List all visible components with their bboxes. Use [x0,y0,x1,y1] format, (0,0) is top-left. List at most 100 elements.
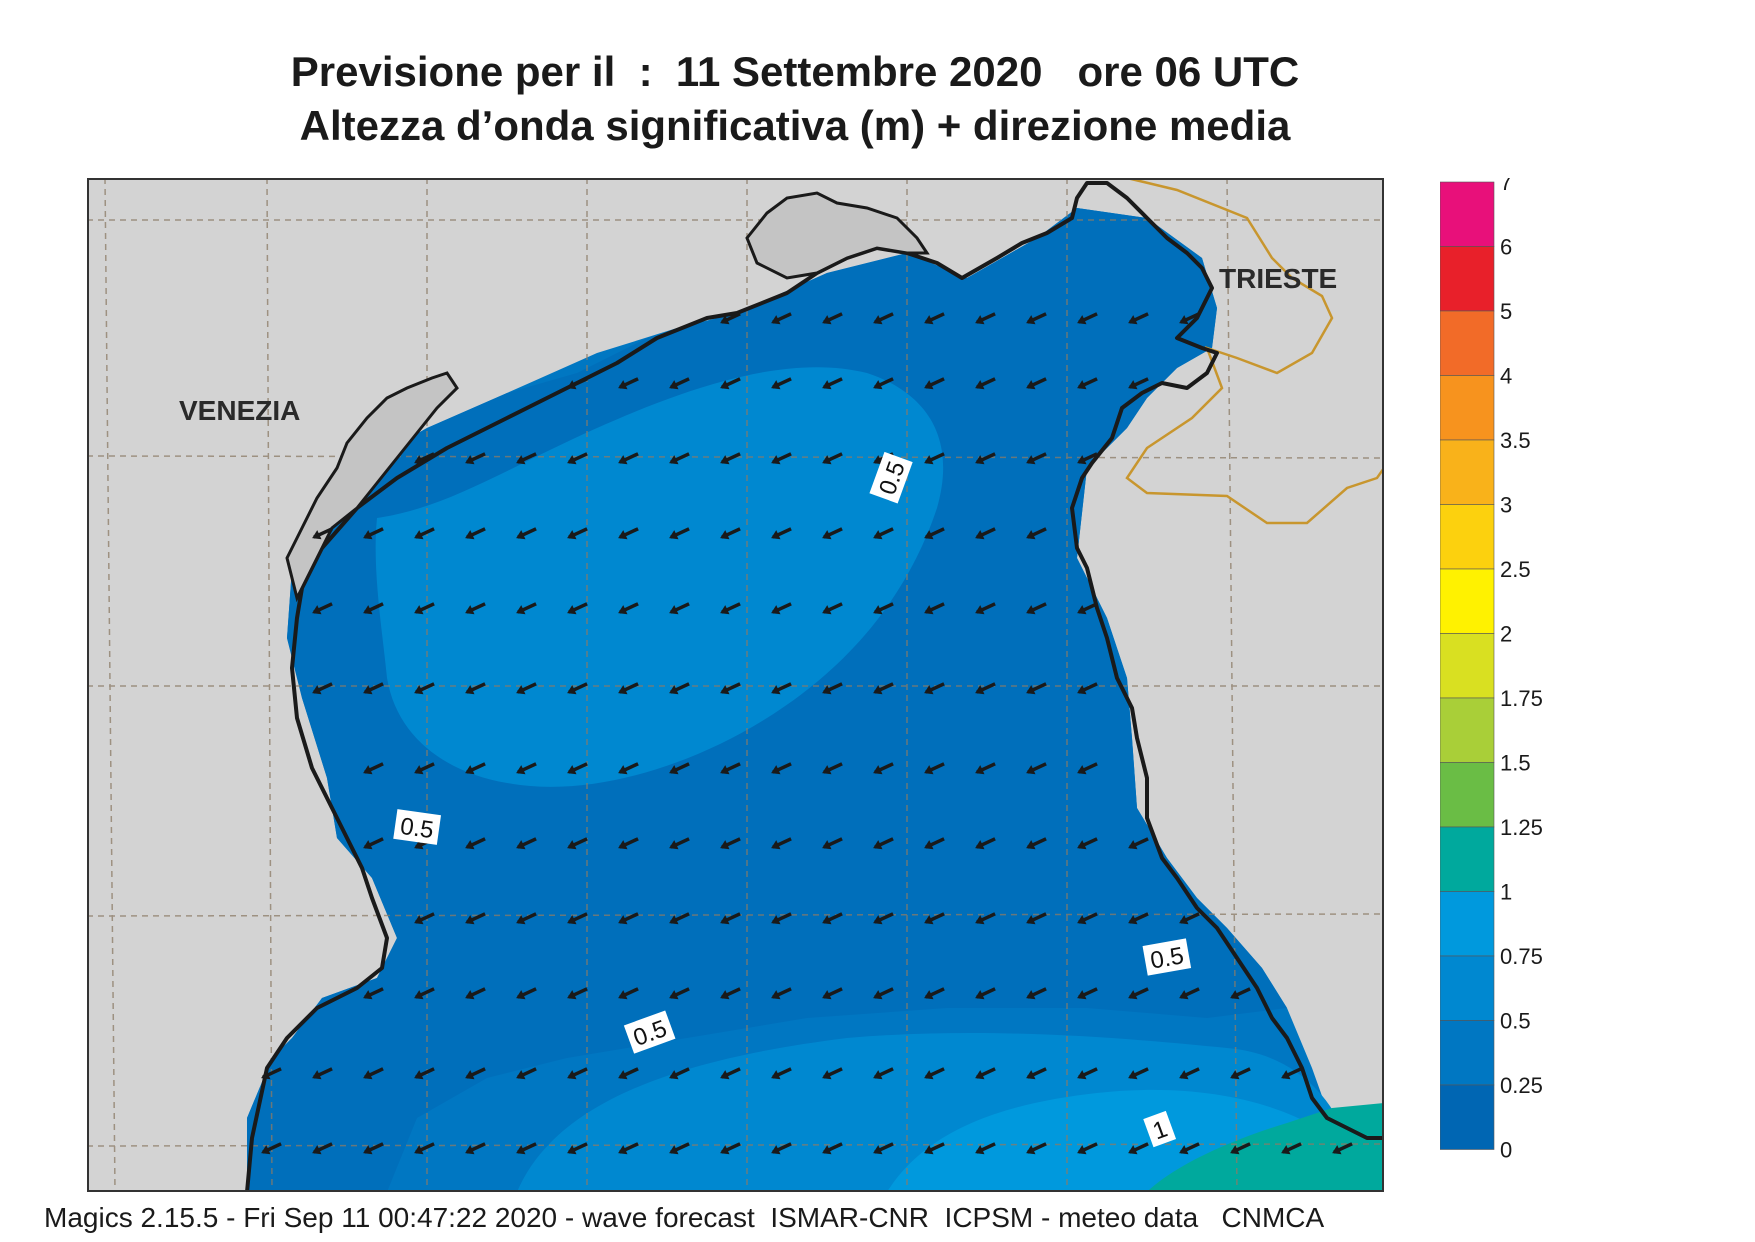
wave-arrow [1230,1142,1251,1155]
wave-arrow [567,527,588,540]
wave-arrow [924,1142,945,1155]
wave-arrow [822,837,843,850]
wave-arrow [261,1142,282,1155]
wave-arrow [924,602,945,615]
wave-arrow [975,377,996,390]
wave-arrow [975,452,996,465]
wave-arrow [720,602,741,615]
wave-arrow [975,602,996,615]
wave-arrow [975,912,996,925]
wave-arrow [822,762,843,775]
contour-label: 0.5 [393,809,442,845]
wave-arrow [720,312,741,325]
wave-arrow [465,452,486,465]
wave-arrow [873,602,894,615]
wave-arrow [618,1142,639,1155]
wave-arrow [1128,912,1149,925]
wave-arrow [924,527,945,540]
legend-tick-label: 1.5 [1500,751,1531,776]
wave-arrow [771,1067,792,1080]
wave-arrow [567,912,588,925]
wave-arrow [771,602,792,615]
wave-arrow [1179,987,1200,1000]
wave-arrow [312,1067,333,1080]
legend-swatch [1440,310,1495,376]
wave-arrow [1077,377,1098,390]
wave-arrow [669,837,690,850]
wave-arrow [363,762,384,775]
wave-arrow [924,912,945,925]
legend-swatch [1440,246,1495,312]
wave-arrow [618,452,639,465]
wave-arrow [414,912,435,925]
color-legend: 7 6 5 4 3.5 3 2.5 2 1.75 1.5 1.25 1 0.75 0.5 0.25 0 [1440,178,1543,1158]
wave-arrow [414,1067,435,1080]
wave-arrow [567,762,588,775]
wave-arrow [873,312,894,325]
wave-arrow [669,987,690,1000]
wave-arrow [1026,452,1047,465]
coastline [245,181,1384,1192]
wave-arrow [669,912,690,925]
wave-arrow [516,987,537,1000]
svg-text:0.5: 0.5 [1148,942,1186,974]
wave-arrow [1077,452,1098,465]
legend-swatch [1440,891,1495,957]
legend-tick-label: 6 [1500,235,1512,260]
wave-arrow [567,377,588,390]
map-title: Previsione per il : 11 Settembre 2020 or… [290,48,1300,95]
wave-arrow [1026,602,1047,615]
wave-arrow [465,762,486,775]
legend-tick-label: 5 [1500,299,1512,324]
wave-arrow [1026,312,1047,325]
wave-arrow [1179,1142,1200,1155]
wave-arrow [720,1067,741,1080]
wave-arrow [414,682,435,695]
legend-tick-label: 7 [1500,178,1512,195]
wave-arrow [669,1142,690,1155]
wave-arrow [873,1142,894,1155]
wave-arrow [1077,1067,1098,1080]
legend-swatch [1440,439,1495,505]
wave-arrow [1026,912,1047,925]
legend-tick-label: 2.5 [1500,557,1531,582]
wave-arrow [720,682,741,695]
wave-arrow [618,377,639,390]
wave-arrow [771,527,792,540]
wave-arrow [924,1067,945,1080]
wave-direction-arrows [261,312,1353,1155]
map-frame [87,178,1384,1192]
legend-swatch [1440,1020,1495,1086]
wave-arrow [465,682,486,695]
wave-arrow [822,527,843,540]
wave-arrow [516,762,537,775]
wave-arrow [771,762,792,775]
wave-arrow [822,987,843,1000]
wave-arrow [873,377,894,390]
legend-tick-label: 3 [1500,493,1512,518]
legend-swatch [1440,375,1495,441]
wave-arrow [516,527,537,540]
wave-arrow [720,452,741,465]
wave-arrow [516,1067,537,1080]
legend-swatch [1440,762,1495,828]
wave-arrow [822,1142,843,1155]
wave-arrow [924,452,945,465]
wave-arrow [363,527,384,540]
wave-arrow [924,837,945,850]
wave-arrow [618,912,639,925]
wave-arrow [771,312,792,325]
legend-swatch [1440,697,1495,763]
trieste-gulf-island [745,191,930,280]
wave-arrow [771,452,792,465]
wave-arrow [363,1067,384,1080]
wave-arrow [567,602,588,615]
wave-arrow [618,1067,639,1080]
wave-arrow [1077,602,1098,615]
wave-arrow [720,1142,741,1155]
wave-arrow [975,987,996,1000]
wave-arrow [567,682,588,695]
wave-arrow [465,602,486,615]
wave-arrow [1077,837,1098,850]
wave-arrow [414,452,435,465]
